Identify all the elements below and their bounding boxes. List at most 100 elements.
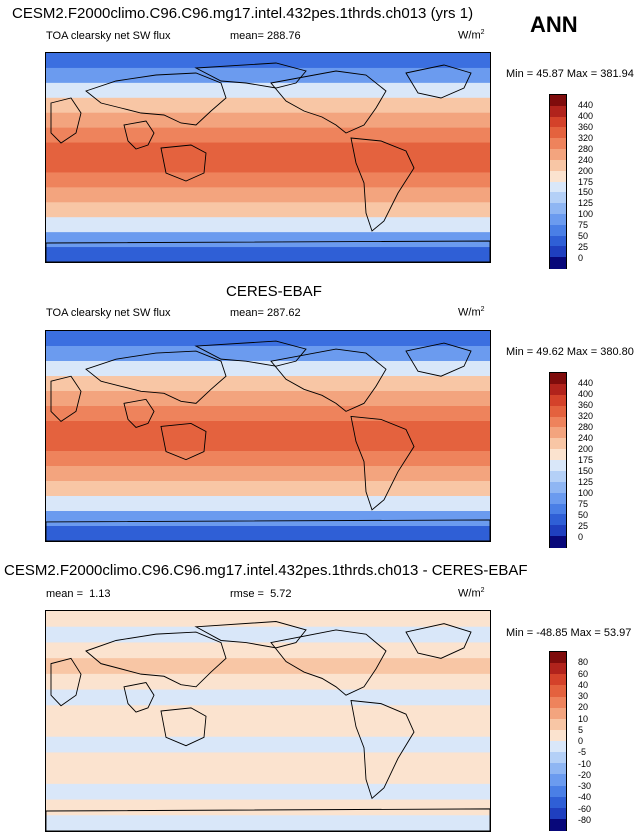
colorbar-tick-label: -20 [578,769,592,780]
colorbar-segment [550,438,566,450]
zonal-band [46,783,490,801]
colorbar-segment [550,729,566,742]
colorbar-tick-label: 50 [578,510,589,520]
panel3-mean: mean = 1.13 [46,588,111,600]
colorbar-segment [550,224,566,237]
colorbar-tick-label: 5 [578,724,584,735]
panel2-map [45,330,491,542]
colorbar-tick-label: 125 [578,477,594,487]
colorbar-segment [550,394,566,407]
colorbar-segment [550,696,566,709]
coastline [160,144,207,182]
zonal-band [46,611,490,628]
colorbar-segment [550,707,566,720]
colorbar-tick-label: -30 [578,781,592,791]
colorbar-segment [550,192,566,204]
colorbar-tick-label: 100 [578,488,594,498]
colorbar-tick-label: 10 [578,713,589,724]
zonal-band [46,67,490,84]
page-title: CESM2.F2000climo.C96.C96.mg17.intel.432p… [12,5,474,22]
colorbar-segment [550,796,566,809]
panel2-minmax: Min = 49.62 Max = 380.80 [506,346,634,358]
colorbar-tick-label: 80 [578,657,589,668]
zonal-band [46,172,490,188]
zonal-band [46,705,490,722]
coastline [123,682,155,713]
colorbar-tick-label: 175 [578,176,594,187]
colorbar-segment [550,105,566,118]
colorbar-tick-label: 0 [578,736,584,746]
colorbar-tick-label: 0 [578,532,584,542]
colorbar-segment [550,752,566,764]
panel1-map-svg [46,53,490,262]
colorbar-segment [550,663,566,675]
zonal-band [46,815,490,831]
zonal-band [46,752,490,769]
panel1-mean: mean= 288.76 [230,30,301,42]
colorbar-tick-label: 100 [578,209,594,220]
coastline [194,62,307,89]
colorbar-segment [550,492,566,504]
colorbar-segment [550,685,566,697]
colorbar-segment [550,460,566,472]
zonal-band [46,658,490,675]
zonal-band [46,82,490,99]
colorbar-tick-label: 360 [578,121,594,132]
zonal-band [46,496,490,512]
colorbar-tick-label: -40 [578,792,592,803]
colorbar-tick-label: 175 [578,455,594,465]
zonal-band [46,217,490,233]
colorbar-segment [550,138,566,150]
colorbar-tick-label: -5 [578,747,587,758]
colorbar-tick-label: 60 [578,668,589,679]
colorbar-tick-label: 150 [578,187,594,198]
panel2-colorbar [549,372,567,548]
panel3-map [45,610,491,832]
colorbar-segment [550,785,566,798]
colorbar-tick-label: 75 [578,499,589,509]
zonal-band [46,157,490,174]
colorbar-segment [550,203,566,215]
colorbar-tick-label: 40 [578,679,589,690]
zonal-band [46,642,490,659]
zonal-band [46,376,490,392]
coastline [85,631,227,688]
zonal-band [46,97,490,114]
coastline [46,808,490,831]
coastline [123,398,155,428]
colorbar-segment [550,246,566,258]
colorbar-tick-label: 150 [578,466,594,476]
colorbar-segment [550,514,566,526]
coastline [350,699,415,800]
colorbar-segment [550,449,566,461]
zonal-band [46,112,490,129]
colorbar-segment [550,373,566,385]
coastline [270,70,387,134]
coastline [160,707,207,747]
coastline [350,137,415,232]
colorbar-segment [550,674,566,686]
zonal-band [46,689,490,706]
zonal-band [46,736,490,754]
panel3-colorbar [549,651,567,831]
colorbar-segment [550,116,566,128]
colorbar-segment [550,652,566,664]
colorbar-segment [550,383,566,396]
colorbar-segment [550,416,566,428]
colorbar-segment [550,181,566,193]
coastline [270,629,387,696]
panel1-map [45,52,491,263]
panel2-units: W/m2 [458,306,485,319]
colorbar-tick-label: 440 [578,378,594,388]
colorbar-tick-label: -10 [578,758,592,769]
coastline [160,422,207,461]
panel3-rmse: rmse = 5.72 [230,588,292,600]
colorbar-segment [550,405,566,417]
colorbar-segment [550,170,566,182]
zonal-band [46,481,490,497]
coastline [194,621,307,649]
colorbar-tick-label: 280 [578,422,594,432]
zonal-band [46,187,490,203]
colorbar-segment [550,741,566,753]
zonal-band [46,53,490,69]
